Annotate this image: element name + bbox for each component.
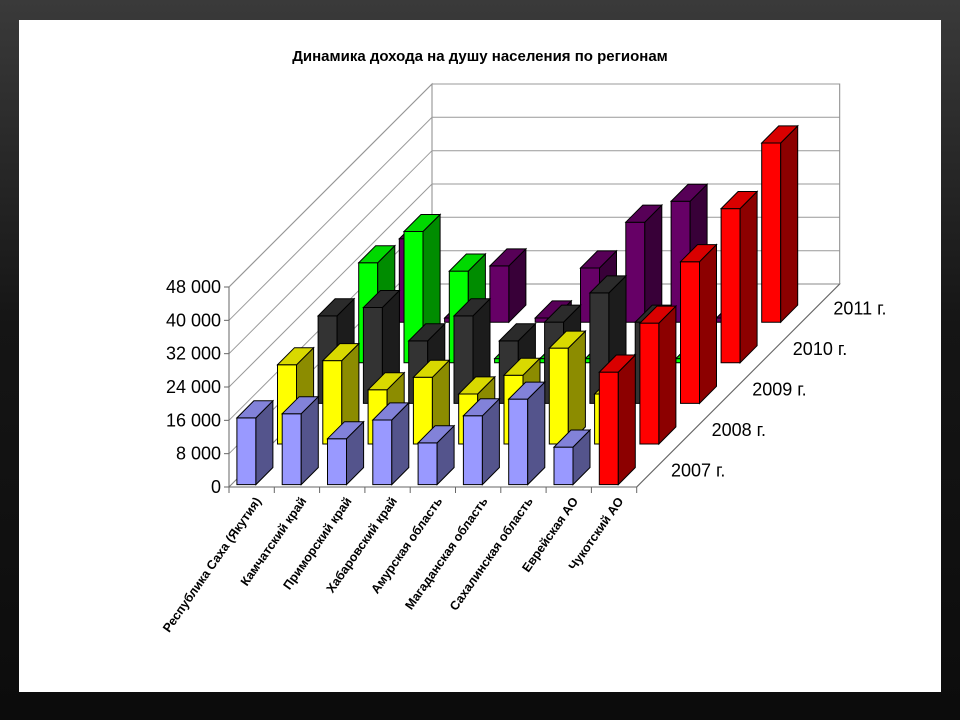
y-tick-label: 8 000 xyxy=(176,444,221,464)
bar xyxy=(452,297,492,405)
bars xyxy=(235,124,799,486)
x-tick-label: Магаданская область xyxy=(402,494,490,612)
bar xyxy=(638,304,678,446)
y-tick-label: 24 000 xyxy=(166,377,221,397)
bar xyxy=(760,124,799,324)
bar xyxy=(488,247,528,324)
y-tick-label: 40 000 xyxy=(166,310,221,330)
y-tick-label: 16 000 xyxy=(166,410,221,430)
y-tick-label: 0 xyxy=(211,477,221,497)
bar xyxy=(719,190,759,365)
chart-title: Динамика дохода на душу населения по рег… xyxy=(292,48,668,65)
series-axis-label: 2007 г. xyxy=(671,461,725,481)
bar xyxy=(280,395,320,486)
bar xyxy=(679,243,718,405)
y-tick-label: 32 000 xyxy=(166,344,221,364)
series-axis-label: 2011 г. xyxy=(833,298,886,318)
bar xyxy=(326,420,365,486)
bar xyxy=(548,329,587,446)
bar-chart-3d: Динамика дохода на душу населения по рег… xyxy=(160,48,886,635)
bar xyxy=(416,424,456,486)
bar xyxy=(552,428,592,486)
bar xyxy=(235,399,275,486)
bar xyxy=(624,203,664,324)
slide: Динамика дохода на душу населения по рег… xyxy=(19,20,941,692)
series-axis-label: 2009 г. xyxy=(752,380,806,400)
bar xyxy=(462,397,501,486)
series-axis-ticks: 2007 г. 2008 г. 2009 г. 2010 г. 2011 г. xyxy=(636,283,886,488)
x-axis-ticks: Республика Саха (Якутия)Камчатский крайП… xyxy=(160,494,627,634)
bar xyxy=(371,401,411,486)
y-tick-label: 48 000 xyxy=(166,277,221,297)
bar xyxy=(412,358,451,446)
x-tick-label: Сахалинская область xyxy=(447,494,536,613)
series-axis-label: 2010 г. xyxy=(793,339,847,359)
bar xyxy=(507,380,547,486)
y-axis-ticks: 0 8 000 16 000 24 000 32 000 40 000 48 000 xyxy=(166,277,229,497)
series-axis-label: 2008 г. xyxy=(712,420,766,440)
bar xyxy=(598,353,637,486)
